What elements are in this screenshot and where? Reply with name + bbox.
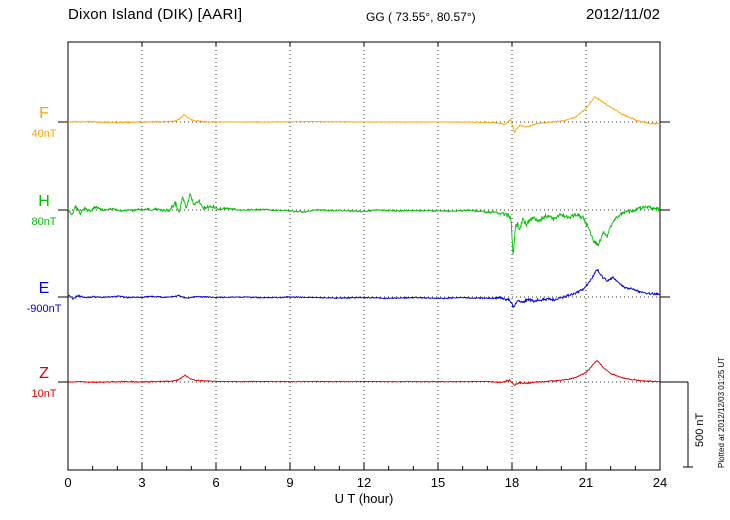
- x-tick-label-12: 12: [356, 475, 372, 490]
- series-label-E: E: [38, 280, 50, 297]
- trace-E: [67, 268, 661, 309]
- scalebar-label: 500 nT: [694, 412, 706, 447]
- geographic-coordinates: GG ( 73.55°, 80.57°): [366, 10, 476, 24]
- x-tick-label-9: 9: [286, 475, 294, 490]
- series-baseline-value-F: 40nT: [31, 128, 57, 140]
- x-tick-label-18: 18: [504, 475, 520, 490]
- plot-date: 2012/11/02: [586, 6, 660, 23]
- series-label-F: F: [39, 105, 49, 122]
- station-title: Dixon Island (DIK) [AARI]: [68, 6, 243, 23]
- trace-F: [67, 96, 661, 134]
- x-tick-label-6: 6: [212, 475, 220, 490]
- x-tick-label-21: 21: [578, 475, 594, 490]
- x-tick-label-0: 0: [64, 475, 72, 490]
- x-tick-label-3: 3: [138, 475, 146, 490]
- series-baseline-value-E: -900nT: [26, 303, 62, 315]
- x-axis-title: U T (hour): [334, 491, 394, 506]
- x-tick-label-24: 24: [652, 475, 668, 490]
- series-baseline-value-H: 80nT: [31, 216, 57, 228]
- plotted-at-note: Plotted at 2012/12/03 01:25 UT: [717, 356, 726, 468]
- series-baseline-value-Z: 10nT: [31, 388, 57, 400]
- trace-Z: [67, 360, 661, 386]
- trace-H: [67, 193, 661, 255]
- series-label-H: H: [38, 193, 50, 210]
- series-label-Z: Z: [39, 365, 49, 382]
- x-tick-label-15: 15: [430, 475, 446, 490]
